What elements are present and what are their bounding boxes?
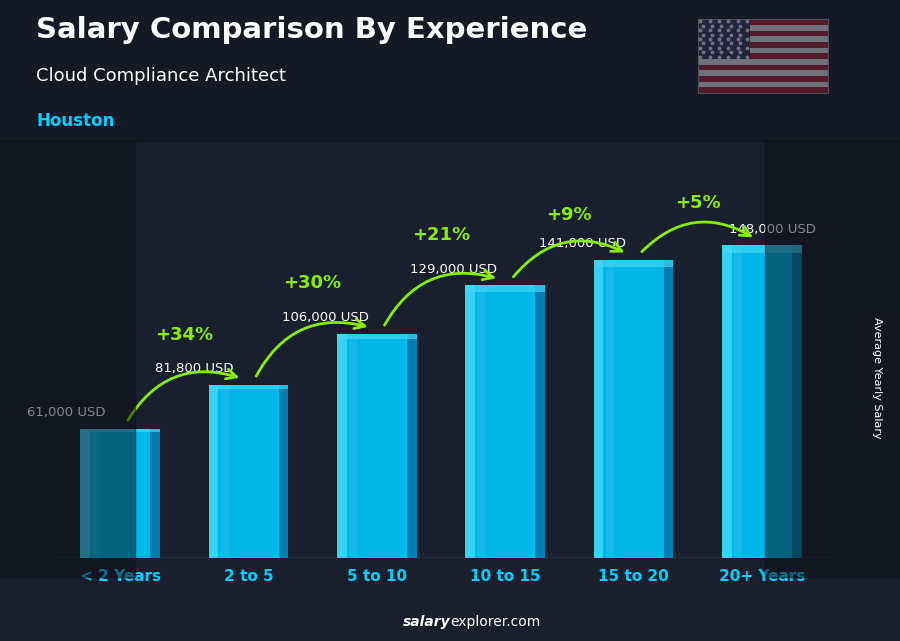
Bar bbox=[150, 429, 160, 558]
Bar bbox=[220, 385, 229, 558]
Bar bbox=[465, 285, 545, 558]
Text: Salary Comparison By Experience: Salary Comparison By Experience bbox=[36, 16, 587, 44]
Bar bbox=[465, 285, 545, 292]
Text: +21%: +21% bbox=[412, 226, 470, 244]
Text: 148,000 USD: 148,000 USD bbox=[729, 222, 815, 236]
Text: salary: salary bbox=[402, 615, 450, 629]
Bar bbox=[698, 59, 828, 65]
Bar bbox=[594, 260, 673, 267]
Bar bbox=[349, 334, 357, 558]
Text: 141,000 USD: 141,000 USD bbox=[539, 237, 626, 251]
Bar bbox=[279, 385, 288, 558]
Text: 129,000 USD: 129,000 USD bbox=[410, 263, 498, 276]
Bar bbox=[209, 385, 288, 389]
Bar bbox=[765, 141, 900, 577]
Bar bbox=[209, 385, 218, 558]
Text: Cloud Compliance Architect: Cloud Compliance Architect bbox=[36, 67, 286, 85]
Text: explorer.com: explorer.com bbox=[450, 615, 540, 629]
Bar bbox=[722, 245, 802, 253]
Text: 81,800 USD: 81,800 USD bbox=[156, 362, 234, 376]
Text: 61,000 USD: 61,000 USD bbox=[27, 406, 105, 419]
Bar bbox=[698, 71, 828, 76]
Text: +34%: +34% bbox=[155, 326, 213, 344]
Text: +9%: +9% bbox=[546, 206, 592, 224]
Text: +30%: +30% bbox=[284, 274, 342, 292]
Bar bbox=[337, 334, 347, 558]
Bar bbox=[664, 260, 673, 558]
Bar bbox=[698, 31, 828, 37]
Bar bbox=[698, 42, 828, 47]
Bar bbox=[536, 285, 545, 558]
Bar bbox=[734, 245, 742, 558]
Bar bbox=[698, 65, 828, 71]
Bar bbox=[698, 19, 828, 25]
Bar bbox=[80, 429, 160, 432]
Text: Average Yearly Salary: Average Yearly Salary bbox=[872, 317, 883, 439]
Bar bbox=[209, 385, 288, 558]
Bar bbox=[698, 87, 828, 93]
Text: Houston: Houston bbox=[36, 112, 114, 130]
Bar bbox=[698, 19, 750, 59]
Bar bbox=[594, 260, 603, 558]
Bar bbox=[407, 334, 417, 558]
Bar bbox=[337, 334, 417, 340]
Text: 106,000 USD: 106,000 USD bbox=[282, 312, 369, 324]
Bar bbox=[594, 260, 673, 558]
Bar bbox=[337, 334, 417, 558]
Bar bbox=[698, 81, 828, 87]
Bar bbox=[477, 285, 485, 558]
Bar bbox=[722, 245, 802, 558]
Bar bbox=[606, 260, 614, 558]
Bar bbox=[92, 429, 100, 558]
Bar bbox=[792, 245, 802, 558]
Text: +5%: +5% bbox=[675, 194, 721, 212]
Bar bbox=[698, 53, 828, 59]
Bar bbox=[0, 0, 900, 141]
Bar bbox=[80, 429, 160, 558]
Bar bbox=[698, 25, 828, 31]
Bar bbox=[0, 141, 135, 577]
Bar bbox=[698, 37, 828, 42]
Bar bbox=[465, 285, 475, 558]
Bar bbox=[80, 429, 90, 558]
Bar bbox=[698, 47, 828, 53]
Bar bbox=[698, 76, 828, 81]
Bar bbox=[722, 245, 732, 558]
